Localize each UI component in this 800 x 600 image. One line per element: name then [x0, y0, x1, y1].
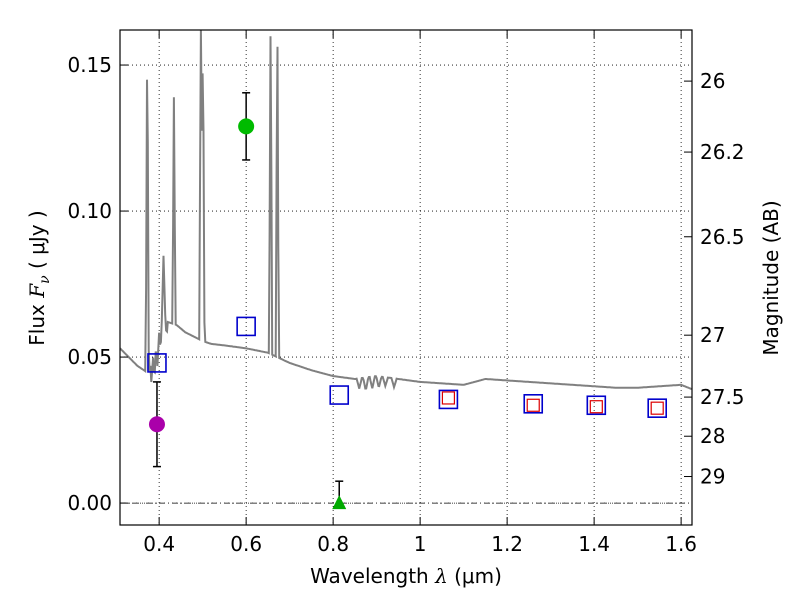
x-axis-label: Wavelength λ (μm)	[310, 564, 502, 588]
x-tick-label: 1.2	[491, 532, 523, 556]
data-point	[238, 118, 255, 135]
spectrum-layer	[119, 29, 692, 391]
model-point	[329, 385, 350, 405]
model-point	[526, 398, 540, 412]
model-point	[589, 400, 603, 414]
x-tick-label: 1.4	[578, 532, 610, 556]
model-point	[523, 394, 544, 414]
x-tick-label: 1	[414, 532, 427, 556]
y-tick-label: 0.00	[67, 491, 112, 515]
model-point	[441, 391, 456, 405]
ticks-layer	[120, 30, 692, 525]
y2-tick-label: 28	[700, 424, 725, 448]
x-tick-label: 0.6	[230, 532, 262, 556]
upper-limit-marker	[332, 495, 347, 510]
grid-layer	[120, 30, 692, 525]
x-tick-label: 0.4	[143, 532, 175, 556]
model-point	[650, 401, 664, 415]
y2-tick-label: 27	[700, 323, 725, 347]
x-tick-label: 0.8	[317, 532, 349, 556]
data-point	[148, 416, 165, 433]
y-tick-label: 0.10	[67, 199, 112, 223]
y2-tick-label: 26.2	[700, 140, 745, 164]
y2-tick-label: 29	[700, 465, 725, 489]
y-tick-label: 0.05	[67, 345, 112, 369]
model-point	[647, 398, 668, 418]
y2-tick-label: 26.5	[700, 225, 745, 249]
marker-layer	[147, 92, 668, 510]
spectrum-line	[119, 29, 692, 391]
x-tick-label: 1.6	[665, 532, 697, 556]
y-axis-label: Flux Fν ( μJy )	[25, 210, 53, 345]
model-point	[147, 353, 167, 373]
plot-frame	[119, 29, 693, 526]
tick-labels-layer: 0.4 0.6 0.8 1 1.2 1.4 1.6 0.00 0.05 0.10 0.15 26 26.…	[67, 53, 744, 556]
model-point	[438, 389, 459, 410]
y2-tick-label: 27.5	[700, 385, 745, 409]
y2-tick-label: 26	[700, 69, 725, 93]
model-point	[586, 395, 607, 416]
y-tick-label: 0.15	[67, 53, 112, 77]
y2-axis-label: Magnitude (AB)	[759, 200, 783, 355]
model-point	[236, 316, 256, 337]
